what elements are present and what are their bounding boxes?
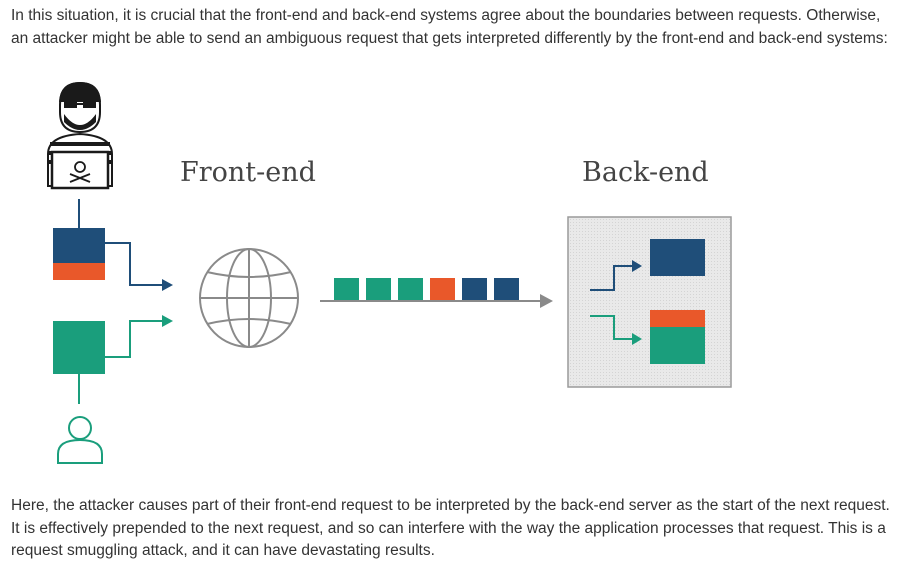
- backend-server: [567, 216, 732, 388]
- explanation-paragraph: Here, the attacker causes part of their …: [11, 497, 890, 559]
- intro-paragraph: In this situation, it is crucial that th…: [11, 7, 888, 47]
- user-icon: [57, 416, 103, 464]
- pipeline-chunk: [462, 278, 487, 300]
- pipeline-chunk: [366, 278, 391, 300]
- pipeline-chunk: [430, 278, 455, 300]
- attacker-request: [53, 199, 173, 291]
- pipeline-chunk: [494, 278, 519, 300]
- request-smuggling-diagram: [47, 81, 732, 464]
- globe-icon: [199, 248, 299, 348]
- attacker-icon: [47, 81, 113, 190]
- frontend-label: Front-end: [180, 157, 316, 188]
- request-pipeline: [320, 278, 553, 308]
- victim-request: [53, 315, 173, 404]
- backend-label: Back-end: [582, 157, 709, 188]
- pipeline-chunk: [334, 278, 359, 300]
- pipeline-chunk: [398, 278, 423, 300]
